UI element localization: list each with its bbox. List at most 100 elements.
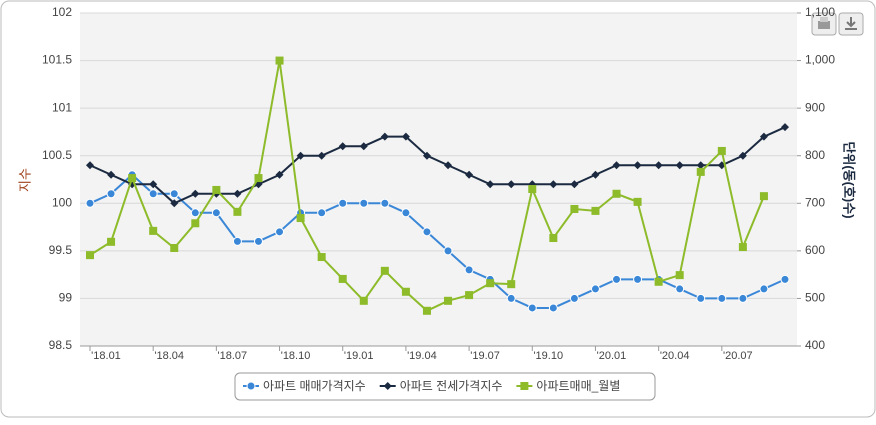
- point: [275, 170, 284, 179]
- point: [275, 56, 284, 65]
- point: [212, 185, 221, 194]
- plot-area: [80, 13, 797, 346]
- point: [696, 167, 705, 176]
- point: [380, 132, 389, 141]
- point: [590, 284, 600, 294]
- y2-tick-label: 1,100: [805, 5, 835, 19]
- legend-label: 아파트 매매가격지수: [263, 379, 366, 393]
- legend-label: 아파트 전세가격지수: [400, 379, 503, 393]
- point: [317, 253, 326, 262]
- point: [106, 189, 116, 199]
- point: [486, 180, 495, 189]
- point: [359, 198, 369, 208]
- point: [149, 180, 158, 189]
- point: [569, 293, 579, 303]
- point: [246, 381, 256, 391]
- point: [675, 161, 684, 170]
- point: [401, 287, 410, 296]
- y-tick-label: 102: [52, 5, 72, 19]
- point: [591, 170, 600, 179]
- y2-tick-label: 500: [805, 291, 825, 305]
- point: [633, 161, 642, 170]
- download-button[interactable]: [838, 12, 864, 36]
- point: [380, 266, 389, 275]
- point: [738, 243, 747, 252]
- y2-tick-label: 700: [805, 195, 825, 209]
- point: [275, 227, 285, 237]
- point: [738, 293, 748, 303]
- point: [612, 189, 621, 198]
- point: [520, 382, 529, 390]
- point: [233, 189, 242, 198]
- y2-tick-label: 400: [805, 338, 825, 352]
- point: [549, 180, 558, 189]
- legend-box: [234, 372, 656, 401]
- point: [570, 180, 579, 189]
- point: [717, 146, 726, 155]
- point: [422, 227, 432, 237]
- point: [738, 151, 747, 160]
- x-tick-label: '19.07: [470, 350, 500, 362]
- legend-label: 아파트매매_월별: [536, 379, 620, 393]
- point: [465, 170, 474, 179]
- point: [232, 236, 242, 246]
- point: [338, 198, 348, 208]
- y-tick-label: 101: [52, 100, 72, 114]
- point: [380, 198, 390, 208]
- point: [383, 382, 392, 390]
- y-tick-label: 101.5: [42, 53, 72, 67]
- point: [191, 189, 200, 198]
- point: [548, 303, 558, 313]
- point: [464, 265, 474, 275]
- point: [633, 197, 642, 206]
- y2-tick-label: 1,000: [805, 53, 835, 67]
- point: [170, 199, 179, 208]
- point: [612, 161, 621, 170]
- point: [86, 161, 94, 170]
- point: [233, 207, 242, 216]
- point: [359, 142, 368, 151]
- point: [780, 274, 790, 284]
- point: [759, 284, 769, 294]
- point: [338, 142, 347, 151]
- y2-tick-label: 800: [805, 148, 825, 162]
- point: [401, 208, 411, 218]
- point: [338, 274, 347, 283]
- print-button[interactable]: [811, 12, 837, 36]
- x-tick-label: '18.07: [218, 350, 248, 362]
- point: [570, 204, 579, 213]
- point: [128, 174, 137, 183]
- y-tick-label: 99.5: [49, 243, 73, 257]
- x-tick-label: '19.10: [533, 350, 563, 362]
- point: [254, 174, 263, 183]
- point: [696, 293, 706, 303]
- point: [549, 234, 558, 243]
- y2-tick-label: 600: [805, 243, 825, 257]
- x-tick-label: '18.01: [91, 350, 121, 362]
- y-tick-label: 100.5: [42, 148, 72, 162]
- point: [422, 151, 431, 160]
- x-tick-label: '19.01: [344, 350, 374, 362]
- x-tick-label: '18.10: [281, 350, 311, 362]
- point: [359, 296, 368, 305]
- point: [170, 244, 179, 253]
- point: [85, 198, 95, 208]
- point: [401, 132, 410, 141]
- point: [506, 293, 516, 303]
- point: [444, 296, 453, 305]
- point: [675, 271, 684, 280]
- point: [317, 208, 327, 218]
- point: [527, 303, 537, 313]
- x-tick-label: '18.04: [154, 350, 184, 362]
- point: [486, 279, 495, 288]
- x-tick-label: '20.04: [660, 350, 690, 362]
- x-tick-label: '20.07: [723, 350, 753, 362]
- x-tick-label: '20.01: [597, 350, 627, 362]
- point: [591, 206, 600, 215]
- point: [86, 251, 94, 260]
- point: [465, 291, 474, 300]
- point: [654, 161, 663, 170]
- series-line: [89, 126, 786, 205]
- point: [759, 132, 768, 141]
